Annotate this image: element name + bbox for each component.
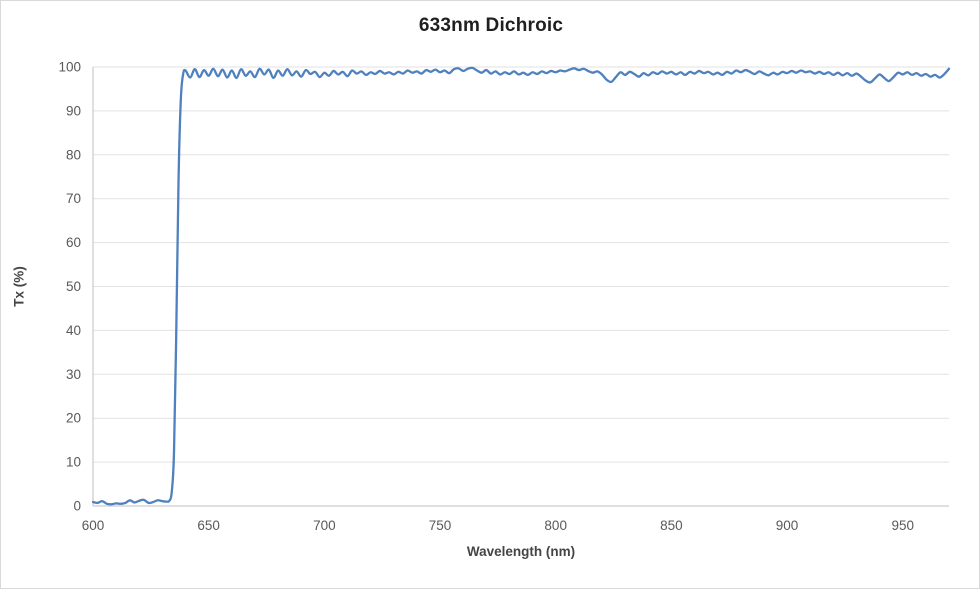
x-tick-label-700: 700 xyxy=(313,518,336,533)
y-tick-label-40: 40 xyxy=(66,323,81,338)
x-tick-label-600: 600 xyxy=(82,518,105,533)
x-tick-label-900: 900 xyxy=(776,518,799,533)
y-tick-label-50: 50 xyxy=(66,279,81,294)
x-tick-label-850: 850 xyxy=(660,518,683,533)
y-tick-label-10: 10 xyxy=(66,455,81,470)
y-tick-label-70: 70 xyxy=(66,191,81,206)
y-tick-label-90: 90 xyxy=(66,103,81,118)
y-tick-label-80: 80 xyxy=(66,147,81,162)
x-axis-title: Wavelength (nm) xyxy=(466,544,576,559)
x-tick-label-750: 750 xyxy=(429,518,452,533)
y-tick-label-60: 60 xyxy=(66,235,81,250)
series-line-0 xyxy=(91,66,951,506)
x-tick-label-650: 650 xyxy=(197,518,220,533)
y-tick-label-20: 20 xyxy=(66,411,81,426)
y-tick-label-30: 30 xyxy=(66,367,81,382)
chart-title: 633nm Dichroic xyxy=(418,15,564,36)
x-tick-label-950: 950 xyxy=(891,518,914,533)
x-tick-label-800: 800 xyxy=(544,518,567,533)
y-tick-label-0: 0 xyxy=(73,499,81,514)
y-tick-label-100: 100 xyxy=(58,60,81,75)
